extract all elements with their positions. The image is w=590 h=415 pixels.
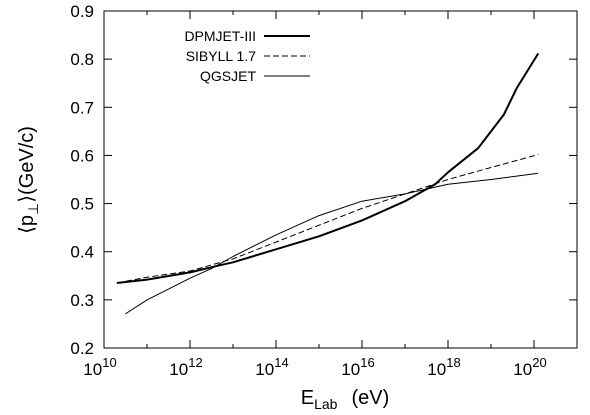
y-tick-label: 0.4 bbox=[70, 243, 94, 262]
x-axis-label-unit: (eV) bbox=[351, 387, 389, 409]
x-tick-label: 1020 bbox=[513, 355, 546, 379]
y-tick-label: 0.3 bbox=[70, 291, 94, 310]
series-line-sibyll-1-7 bbox=[117, 155, 538, 284]
x-tick-label: 1016 bbox=[341, 355, 374, 379]
y-tick-label: 0.2 bbox=[70, 339, 94, 358]
series-layer bbox=[117, 53, 538, 313]
y-tick-label: 0.7 bbox=[70, 98, 94, 117]
y-axis-label-unit: (GeV/c) bbox=[16, 126, 38, 195]
y-axis-label-close: ⟩ bbox=[16, 195, 38, 203]
x-axis-ticks: 1010 1012 1014 1016 1018 1020 bbox=[83, 11, 577, 379]
y-axis-ticks: 0.2 0.3 0.4 0.5 0.6 0.7 0.8 0.9 bbox=[70, 2, 577, 358]
x-axis-label: ELab (eV) bbox=[301, 387, 390, 412]
series-line-qgsjet bbox=[126, 173, 539, 314]
y-tick-label: 0.8 bbox=[70, 50, 94, 69]
y-tick-label: 0.5 bbox=[70, 195, 94, 214]
x-tick-label: 1010 bbox=[83, 355, 116, 379]
y-axis-label: ⟨p⊥⟩(GeV/c) bbox=[16, 126, 41, 234]
x-axis-label-main: E bbox=[301, 387, 314, 409]
x-axis-label-subscript: Lab bbox=[314, 396, 338, 412]
legend-label: DPMJET-III bbox=[184, 28, 256, 44]
x-tick-label: 1018 bbox=[427, 355, 460, 379]
legend-label: SIBYLL 1.7 bbox=[186, 48, 257, 64]
series-line-dpmjet-iii bbox=[117, 53, 538, 283]
y-tick-label: 0.9 bbox=[70, 2, 94, 21]
x-tick-label: 1014 bbox=[255, 355, 288, 379]
x-tick-label: 1012 bbox=[169, 355, 202, 379]
legend-label: QGSJET bbox=[200, 68, 256, 84]
y-axis-label-subscript: ⊥ bbox=[25, 203, 41, 215]
y-tick-label: 0.6 bbox=[70, 146, 94, 165]
y-axis-label-main: ⟨p bbox=[16, 215, 38, 234]
legend: DPMJET-III SIBYLL 1.7 QGSJET bbox=[184, 28, 310, 84]
plot-frame bbox=[104, 11, 577, 348]
